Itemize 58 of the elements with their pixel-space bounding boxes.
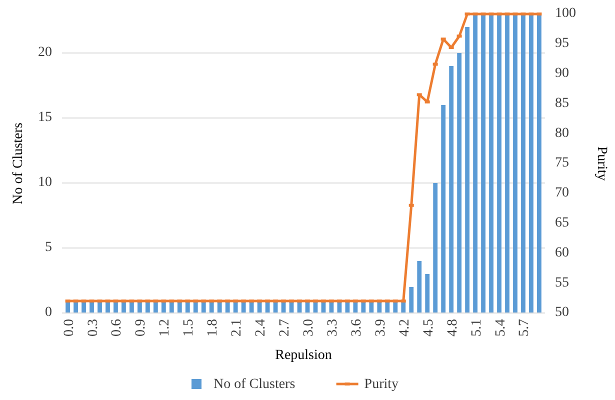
x-tick-label: 5.7 <box>517 319 532 336</box>
bar <box>417 261 422 313</box>
y2-axis-title: Purity <box>594 146 609 181</box>
y2-tick-label: 100 <box>555 6 576 22</box>
y-tick-label: 10 <box>38 175 52 190</box>
y2-tick-label: 90 <box>555 66 569 82</box>
bar <box>441 105 446 313</box>
bar <box>433 183 438 313</box>
bar <box>409 287 414 313</box>
y2-tick-label: 55 <box>555 275 569 290</box>
y-tick-label: 20 <box>38 45 52 60</box>
bar <box>473 14 478 313</box>
bar <box>425 274 430 313</box>
x-tick-label: 4.8 <box>445 319 460 336</box>
bar <box>457 53 462 313</box>
x-tick-label: 5.4 <box>493 319 508 336</box>
y2-tick-label: 50 <box>555 305 569 320</box>
bar <box>465 27 470 313</box>
x-tick-label: 4.2 <box>397 319 412 336</box>
y-axis-title: No of Clusters <box>11 122 26 204</box>
bar <box>513 14 518 313</box>
bar <box>449 66 454 313</box>
x-tick-label: 0.9 <box>134 319 149 336</box>
y-tick-label: 0 <box>45 305 52 320</box>
x-tick-label: 3.6 <box>349 319 364 336</box>
x-tick-label: 0.0 <box>62 319 77 336</box>
x-tick-label: 5.1 <box>469 319 484 336</box>
x-tick-label: 3.9 <box>373 319 388 336</box>
y2-tick-label: 65 <box>555 216 569 231</box>
x-tick-label: 0.3 <box>86 319 101 336</box>
y2-tick-label: 80 <box>555 126 569 141</box>
legend-label: No of Clusters <box>214 377 296 392</box>
x-tick-label: 1.5 <box>182 319 197 336</box>
x-tick-label: 2.1 <box>230 319 245 336</box>
y2-tick-label: 70 <box>555 186 569 201</box>
bar <box>505 14 510 313</box>
y2-tick-label: 85 <box>555 96 569 111</box>
x-tick-label: 3.0 <box>301 319 316 336</box>
y2-tick-label: 60 <box>555 245 569 260</box>
y-tick-label: 15 <box>38 110 52 126</box>
x-tick-label: 0.6 <box>110 319 125 336</box>
x-tick-label: 3.3 <box>325 319 340 336</box>
bar <box>497 14 502 313</box>
x-tick-label: 4.5 <box>421 319 436 336</box>
x-tick-label: 1.2 <box>158 319 173 336</box>
bar <box>529 14 534 313</box>
x-tick-label: 1.8 <box>206 319 221 336</box>
bar <box>521 14 526 313</box>
y2-tick-label: 95 <box>555 36 569 52</box>
bar <box>481 14 486 313</box>
bar <box>537 14 542 313</box>
x-tick-label: 2.4 <box>254 319 269 336</box>
x-tick-label: 2.7 <box>278 319 293 336</box>
y2-tick-label: 75 <box>555 156 569 171</box>
x-axis-title: Repulsion <box>275 348 332 363</box>
legend-label: Purity <box>364 377 399 392</box>
bar <box>489 14 494 313</box>
y-tick-label: 5 <box>45 240 52 256</box>
